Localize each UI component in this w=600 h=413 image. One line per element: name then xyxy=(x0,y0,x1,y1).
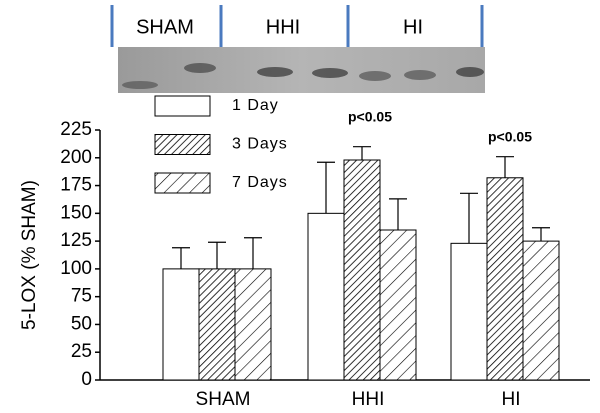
legend-swatch xyxy=(154,134,211,155)
y-tick-label: 200 xyxy=(60,147,92,168)
y-tick-label: 50 xyxy=(71,313,92,334)
y-tick-label: 175 xyxy=(60,175,92,196)
y-tick-label: 0 xyxy=(81,369,92,390)
bar xyxy=(234,268,272,381)
bar xyxy=(307,212,345,381)
blot-band xyxy=(359,71,391,81)
legend-swatch xyxy=(154,95,211,117)
blot-band xyxy=(122,81,158,89)
annotation: p<0.05 xyxy=(488,129,532,145)
x-tick-label: HI xyxy=(502,389,521,410)
legend-label: 3 Days xyxy=(232,136,288,153)
y-tick-label: 100 xyxy=(60,258,92,279)
y-tick-label: 75 xyxy=(71,286,92,307)
bar xyxy=(522,240,560,381)
x-tick-label: HHI xyxy=(352,389,385,410)
blot-image xyxy=(118,47,485,93)
blot-band xyxy=(257,67,293,77)
legend-swatch xyxy=(154,172,211,194)
blot: SHAM HHI HI xyxy=(110,5,485,93)
blot-band xyxy=(404,70,436,80)
blot-label: SHAM xyxy=(136,16,194,38)
y-tick-label: 150 xyxy=(60,202,92,223)
bar xyxy=(162,268,200,381)
y-tick-label: 25 xyxy=(71,341,92,362)
bar xyxy=(379,229,417,381)
blot-label: HHI xyxy=(266,16,300,38)
annotation: p<0.05 xyxy=(348,109,392,125)
bar xyxy=(486,177,524,381)
blot-band xyxy=(456,67,484,77)
legend-label: 1 Day xyxy=(232,97,279,114)
blot-band xyxy=(184,63,216,73)
bar xyxy=(450,242,488,381)
y-tick-label: 125 xyxy=(60,230,92,251)
legend-label: 7 Days xyxy=(232,174,288,191)
blot-label: HI xyxy=(403,16,423,38)
bar xyxy=(343,159,381,381)
blot-band xyxy=(312,68,348,78)
x-tick-label: SHAM xyxy=(196,389,251,410)
y-tick-label: 225 xyxy=(60,119,92,140)
bar xyxy=(198,268,236,381)
y-axis-title: 5-LOX (% SHAM) xyxy=(19,180,40,330)
